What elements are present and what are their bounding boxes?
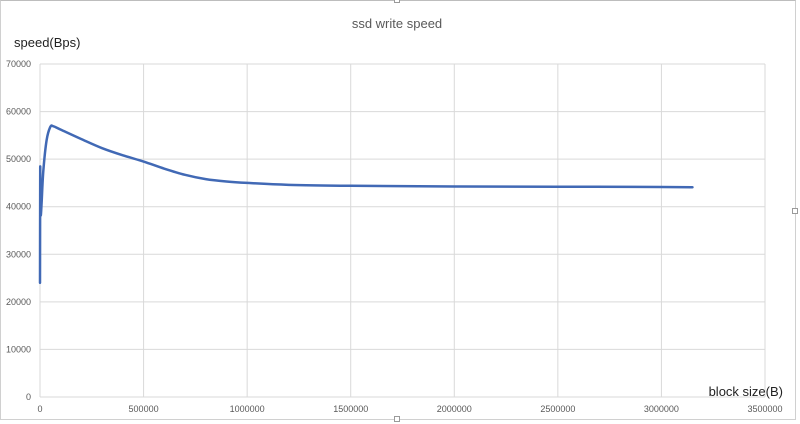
x-tick-label: 3500000 [747,404,782,414]
y-tick-label: 50000 [6,154,31,164]
series-line [38,124,694,285]
y-tick-label: 10000 [6,344,31,354]
chart-title: ssd write speed [352,16,442,31]
y-tick-label: 40000 [6,202,31,212]
y-tick-label: 0 [26,392,31,402]
resize-handle-right[interactable] [792,208,798,214]
series-layer [38,124,694,285]
x-axis-ticks: 0 500000 1000000 1500000 2000000 2500000 30000… [37,404,782,414]
x-tick-label: 0 [37,404,42,414]
x-tick-label: 500000 [129,404,159,414]
x-tick-label: 1500000 [333,404,368,414]
resize-handle-top[interactable] [394,0,400,3]
y-tick-label: 70000 [6,59,31,69]
resize-handle-bottom[interactable] [394,416,400,422]
y-tick-label: 30000 [6,249,31,259]
x-tick-label: 2500000 [540,404,575,414]
x-tick-label: 3000000 [644,404,679,414]
y-tick-label: 60000 [6,107,31,117]
y-axis-label: speed(Bps) [14,35,80,50]
y-tick-label: 20000 [6,297,31,307]
x-axis-label: block size(B) [709,384,783,399]
y-axis-ticks: 0 10000 20000 30000 40000 50000 60000 70000 [6,59,31,402]
x-tick-label: 2000000 [437,404,472,414]
x-tick-label: 1000000 [230,404,265,414]
grid [39,63,766,398]
